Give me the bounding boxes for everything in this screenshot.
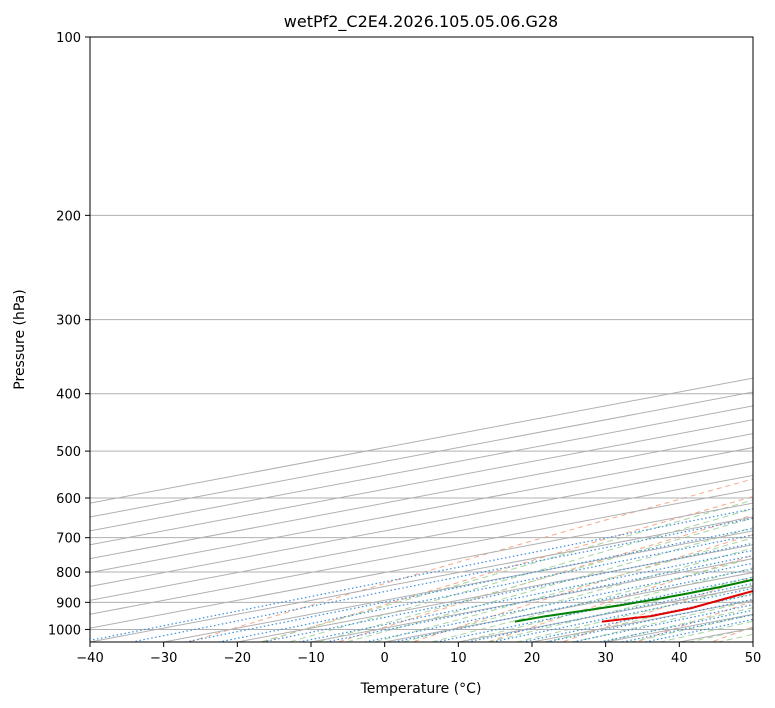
isotherm: [90, 488, 753, 615]
moist-adiabat: [401, 547, 753, 642]
isotherm: [160, 530, 753, 642]
chart-title: wetPf2_C2E4.2026.105.05.06.G28: [284, 12, 558, 32]
y-tick-label: 100: [56, 31, 81, 46]
plot-frame: [89, 36, 754, 643]
x-axis-label: Temperature (°C): [360, 681, 482, 697]
y-tick-label: 800: [56, 566, 81, 581]
isotherm: [90, 460, 753, 587]
isotherm: [90, 391, 753, 518]
moist-adiabat: [600, 607, 753, 642]
moist-adiabat: [315, 517, 753, 642]
isotherm: [90, 474, 753, 601]
dry-adiabat: [411, 534, 753, 642]
moist-adiabats: [258, 499, 753, 642]
y-tick-label: 600: [56, 492, 81, 507]
y-tick-label: 300: [56, 314, 81, 329]
isotherm: [90, 405, 753, 532]
mixing-ratio-line: [259, 542, 753, 642]
dry-adiabat: [486, 554, 753, 642]
plot-area: -100-90-80-70-60-50-40-30-20-10 0.10.20.…: [90, 37, 753, 642]
mixing-ratio-line: [543, 598, 753, 642]
dry-adiabats: [187, 478, 753, 642]
y-tick-label: 700: [56, 532, 81, 547]
isotherms: [90, 377, 753, 642]
isotherm: [90, 516, 753, 642]
isotherm: [90, 447, 753, 574]
x-tick-label: 50: [745, 651, 762, 666]
x-tick-label: −40: [76, 651, 103, 666]
x-tick-label: 20: [524, 651, 541, 666]
y-tick-label: 400: [56, 388, 81, 403]
y-tick-label: 1000: [48, 623, 81, 638]
mixing-ratio-line: [519, 593, 753, 642]
y-tick-label: 200: [56, 209, 81, 224]
isotherm: [90, 502, 753, 629]
x-tick-label: −20: [224, 651, 251, 666]
mixing-ratio-line: [215, 534, 753, 642]
x-tick-label: 0: [381, 651, 389, 666]
moist-adiabat: [457, 567, 753, 642]
moist-adiabat: [657, 620, 753, 642]
mixing-ratio-line: [90, 508, 753, 641]
mixing-ratio-line: [642, 618, 753, 642]
mixing-ratio-line: [619, 614, 753, 642]
isotherm: [90, 377, 753, 504]
mixing-ratio-line: [128, 517, 753, 642]
y-axis-ticks: 1000 900 800 700 600 500 400 300 200 100: [48, 31, 90, 638]
mixing-ratio-line: [182, 527, 753, 642]
moist-adiabat: [287, 508, 753, 642]
y-tick-label: 500: [56, 445, 81, 460]
mixing-ratio-line: [569, 604, 753, 642]
moist-adiabat: [485, 576, 753, 642]
isotherm: [750, 641, 753, 642]
isotherm: [90, 419, 753, 546]
moist-adiabat: [715, 633, 753, 642]
mixing-ratio-lines: [90, 508, 753, 642]
y-axis-label: Pressure (hPa): [12, 289, 28, 389]
dry-adiabat: [187, 478, 753, 642]
moist-adiabat: [571, 600, 753, 642]
x-tick-label: 10: [450, 651, 467, 666]
x-tick-label: −30: [150, 651, 177, 666]
isotherm: [90, 433, 753, 560]
y-tick-label: 900: [56, 596, 81, 611]
x-axis-ticks: −40 −30 −20 −10 0 10 20 30 40 50: [76, 642, 761, 666]
mixing-ratio-line: [362, 562, 753, 642]
isotherm: [602, 613, 753, 642]
moist-adiabat: [372, 537, 753, 642]
isobars: [90, 37, 753, 630]
mixing-ratio-line: [596, 609, 753, 642]
dry-adiabat: [710, 626, 753, 642]
x-tick-label: 30: [597, 651, 614, 666]
x-tick-label: −10: [297, 651, 324, 666]
x-tick-label: 40: [671, 651, 688, 666]
